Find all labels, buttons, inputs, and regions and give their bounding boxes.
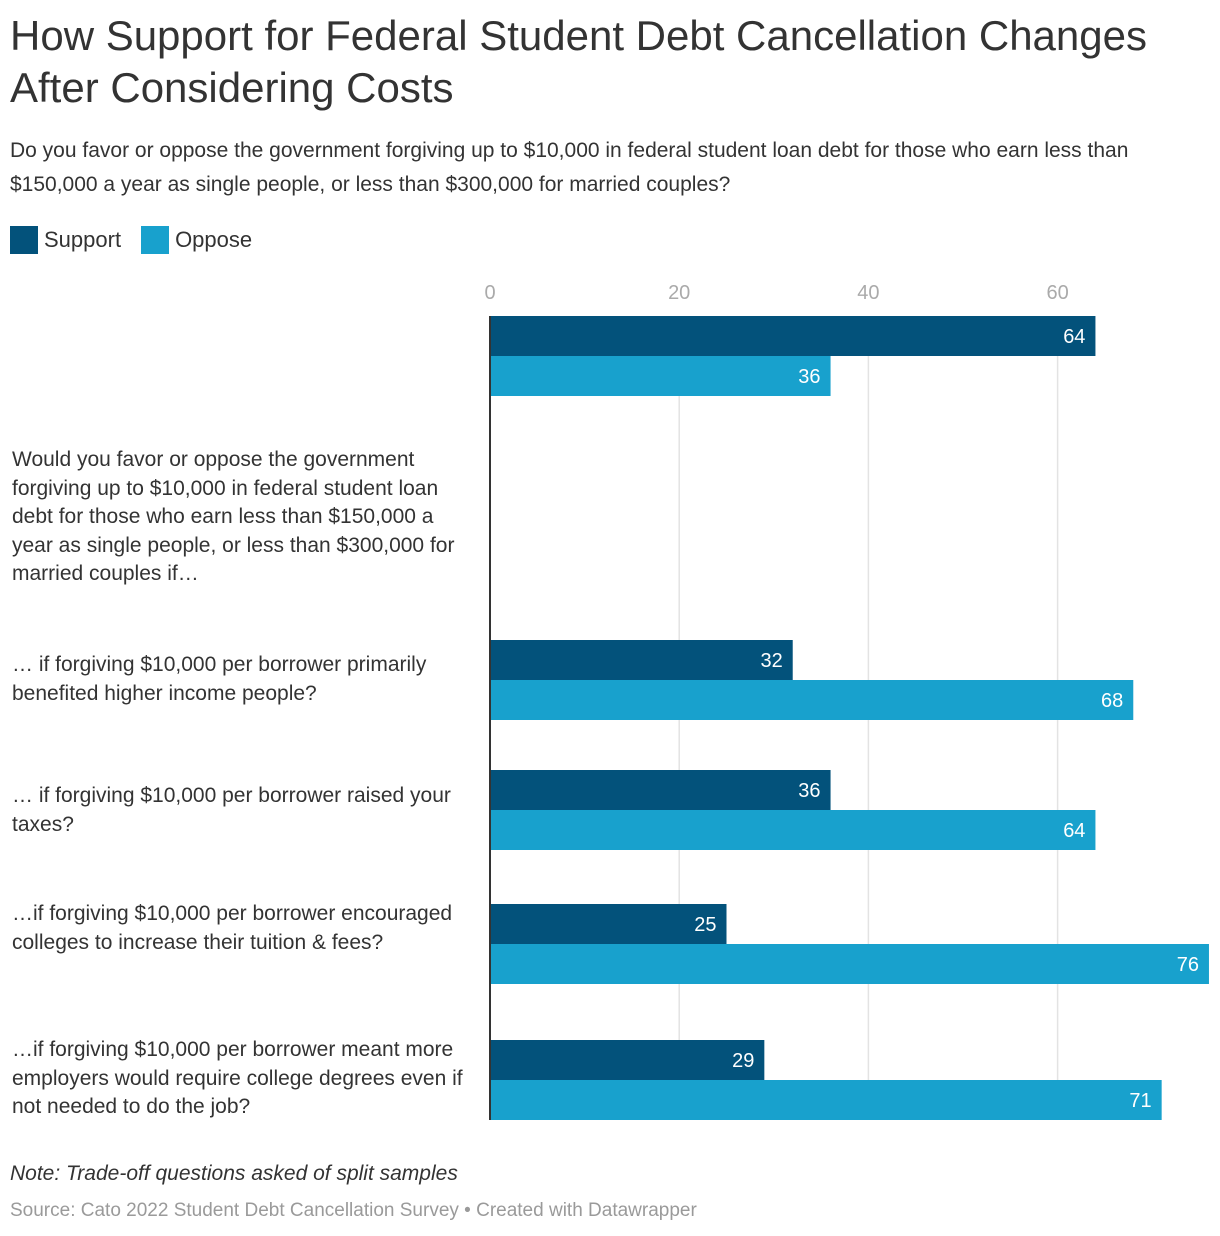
bar-oppose-5 bbox=[490, 1080, 1162, 1120]
bar-chart: 0 20 40 60 64 36 32 68 36 64 25 76 29 71 bbox=[484, 282, 1209, 1120]
x-tick-label-0: 0 bbox=[484, 282, 495, 304]
row-label-tuition: …if forgiving $10,000 per borrower encou… bbox=[12, 902, 453, 954]
bar-support-5 bbox=[490, 1040, 765, 1080]
legend-item-support: Support bbox=[10, 226, 121, 254]
bar-value-label-oppose-4: 76 bbox=[1177, 954, 1199, 976]
row-label-raised-taxes: … if forgiving $10,000 per borrower rais… bbox=[12, 784, 451, 836]
bar-support-3 bbox=[490, 770, 831, 810]
x-tick-label-20: 20 bbox=[668, 282, 690, 304]
bar-value-label-oppose-5: 71 bbox=[1129, 1090, 1151, 1112]
bar-value-label-oppose-0: 36 bbox=[798, 366, 820, 388]
legend-label-oppose: Oppose bbox=[175, 227, 253, 252]
x-tick-label-60: 60 bbox=[1046, 282, 1068, 304]
legend-swatch-support bbox=[10, 226, 38, 254]
bar-value-label-oppose-3: 64 bbox=[1063, 820, 1085, 842]
chart-note: Note: Trade-off questions asked of split… bbox=[10, 1162, 458, 1185]
bar-support-0 bbox=[490, 316, 1096, 356]
bar-value-label-support-3: 36 bbox=[798, 780, 820, 802]
bar-value-label-support-2: 32 bbox=[760, 650, 782, 672]
bar-support-4 bbox=[490, 904, 727, 944]
chart-title: How Support for Federal Student Debt Can… bbox=[10, 12, 1147, 111]
bar-value-label-support-4: 25 bbox=[694, 914, 716, 936]
bar-value-label-oppose-2: 68 bbox=[1101, 690, 1123, 712]
bar-oppose-2 bbox=[490, 680, 1134, 720]
bar-oppose-0 bbox=[490, 356, 831, 396]
legend-swatch-oppose bbox=[141, 226, 170, 254]
bar-value-label-support-0: 64 bbox=[1063, 326, 1085, 348]
chart-source: Source: Cato 2022 Student Debt Cancellat… bbox=[10, 1200, 697, 1221]
bar-oppose-3 bbox=[490, 810, 1096, 850]
chart-subtitle: Do you favor or oppose the government fo… bbox=[10, 139, 1129, 196]
bar-oppose-4 bbox=[490, 944, 1209, 984]
row-label-higher-income: … if forgiving $10,000 per borrower prim… bbox=[12, 653, 427, 705]
legend-label-support: Support bbox=[44, 227, 122, 252]
bar-value-label-support-5: 29 bbox=[732, 1050, 754, 1072]
legend: Support Oppose bbox=[10, 226, 272, 254]
bar-support-2 bbox=[490, 640, 793, 680]
legend-item-oppose: Oppose bbox=[141, 226, 252, 254]
row-label-intro: Would you favor or oppose the government… bbox=[12, 448, 455, 585]
x-tick-label-40: 40 bbox=[857, 282, 879, 304]
row-label-employers: …if forgiving $10,000 per borrower meant… bbox=[12, 1038, 463, 1118]
